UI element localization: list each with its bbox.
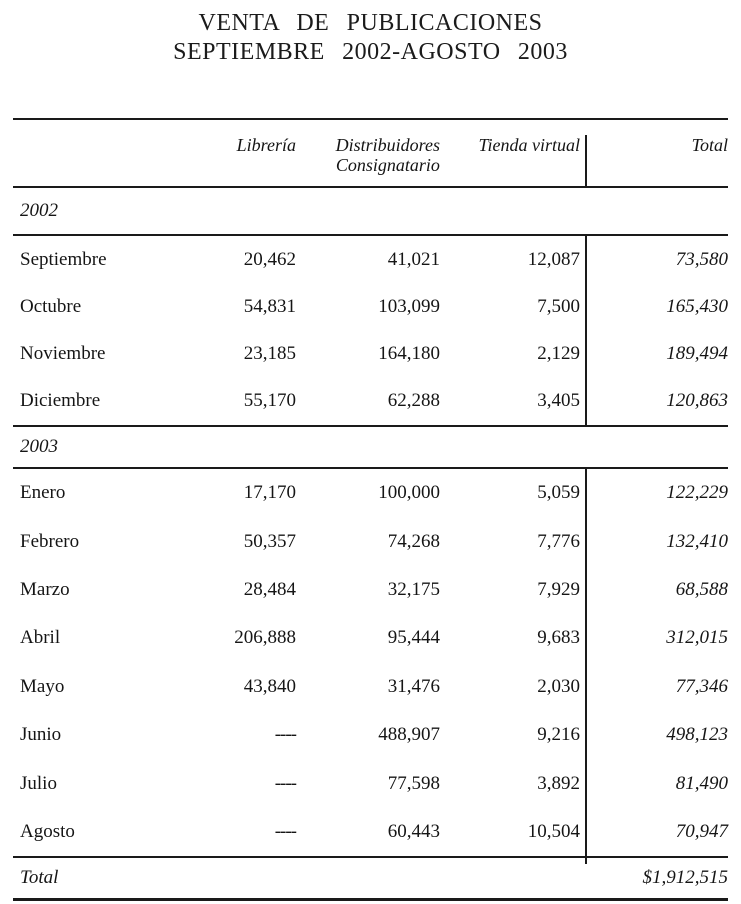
table-row: Agosto ---- 60,443 10,504 70,947 <box>13 807 728 857</box>
tienda-virtual-value: 7,500 <box>537 295 580 317</box>
col-header-total: Total <box>585 135 728 186</box>
libreria-value: 23,185 <box>243 343 296 365</box>
month-cell: Septiembre <box>20 248 107 270</box>
total-value: 312,015 <box>585 614 728 663</box>
total-value: 81,490 <box>585 759 728 808</box>
total-value: 132,410 <box>585 517 728 566</box>
tienda-virtual-value: 5,059 <box>537 482 580 504</box>
sales-table: Librería Distribuidores Consignatario Tie… <box>13 118 729 902</box>
column-rule-stub <box>585 854 587 864</box>
table-header-row: Librería Distribuidores Consignatario Tie… <box>13 118 728 188</box>
rows-group: Septiembre 20,462 41,021 12,087 73,580 Octubr… <box>13 236 728 427</box>
libreria-value: ---- <box>274 772 297 794</box>
year-label: 2002 <box>20 200 58 221</box>
tienda-virtual-value: 9,683 <box>537 627 580 649</box>
distribuidores-value: 60,443 <box>387 820 440 842</box>
tienda-virtual-value: 10,504 <box>527 820 580 842</box>
table-row: Enero 17,170 100,000 5,059 122,229 <box>13 469 728 518</box>
col-header-libreria: Librería <box>236 135 296 155</box>
libreria-value: 206,888 <box>234 627 296 649</box>
table-row: Noviembre 23,185 164,180 2,129 189,494 <box>13 330 728 378</box>
table-row: Diciembre 55,170 62,288 3,405 120,863 <box>13 377 728 425</box>
libreria-value: 20,462 <box>243 248 296 270</box>
table-row: Abril 206,888 95,444 9,683 312,015 <box>13 614 728 663</box>
tienda-virtual-value: 3,892 <box>537 772 580 794</box>
libreria-value: ---- <box>274 820 297 842</box>
total-value: 189,494 <box>585 330 728 378</box>
distribuidores-value: 77,598 <box>387 772 440 794</box>
tienda-virtual-value: 2,030 <box>537 675 580 697</box>
table-row: Octubre 54,831 103,099 7,500 165,430 <box>13 283 728 331</box>
total-value: 70,947 <box>585 807 728 857</box>
distribuidores-value: 41,021 <box>387 248 440 270</box>
distribuidores-value: 31,476 <box>387 675 440 697</box>
libreria-value: 50,357 <box>243 530 296 552</box>
total-value: 498,123 <box>585 710 728 760</box>
grand-total-value: $1,912,515 <box>642 867 729 889</box>
total-value: 165,430 <box>585 283 728 331</box>
tienda-virtual-value: 3,405 <box>537 390 580 412</box>
year-band: 2002 <box>13 188 728 236</box>
distribuidores-value: 488,907 <box>378 724 440 746</box>
libreria-value: 43,840 <box>243 675 296 697</box>
tienda-virtual-value: 12,087 <box>527 248 580 270</box>
col-header-tienda: Tienda virtual <box>478 135 580 155</box>
month-cell: Agosto <box>20 820 75 842</box>
rows-group: Enero 17,170 100,000 5,059 122,229 Febrero 50,… <box>13 469 728 859</box>
distribuidores-value: 74,268 <box>387 530 440 552</box>
month-cell: Abril <box>20 627 61 649</box>
total-value: 77,346 <box>585 662 728 711</box>
month-cell: Octubre <box>20 295 82 317</box>
month-cell: Enero <box>20 482 66 504</box>
page-subtitle: SEPTIEMBRE 2002-AGOSTO 2003 <box>173 39 568 65</box>
tienda-virtual-value: 2,129 <box>537 343 580 365</box>
libreria-value: 28,484 <box>243 578 296 600</box>
distribuidores-value: 103,099 <box>378 295 440 317</box>
col-header-distribuidores-line1: Distribuidores <box>335 135 440 155</box>
title-block: VENTA DE PUBLICACIONES SEPTIEMBRE 2002-A… <box>0 0 741 67</box>
distribuidores-value: 32,175 <box>387 578 440 600</box>
month-cell: Junio <box>20 724 62 746</box>
year-label: 2003 <box>20 436 58 457</box>
month-cell: Noviembre <box>20 343 106 365</box>
table-body: 2002 Septiembre 20,462 41,021 12,087 73,580 Oc… <box>13 188 728 859</box>
distribuidores-value: 95,444 <box>387 627 440 649</box>
distribuidores-value: 62,288 <box>387 390 440 412</box>
tienda-virtual-value: 9,216 <box>537 724 580 746</box>
month-cell: Diciembre <box>20 390 101 412</box>
distribuidores-value: 100,000 <box>378 482 440 504</box>
tienda-virtual-value: 7,776 <box>537 530 580 552</box>
table-row: Febrero 50,357 74,268 7,776 132,410 <box>13 517 728 566</box>
col-header-distribuidores: Distribuidores Consignatario <box>296 135 440 175</box>
grand-total-label: Total <box>20 867 59 889</box>
table-row: Julio ---- 77,598 3,892 81,490 <box>13 759 728 808</box>
total-value: 68,588 <box>585 565 728 615</box>
libreria-value: 55,170 <box>243 390 296 412</box>
total-value: 122,229 <box>585 469 728 518</box>
year-band: 2003 <box>13 427 728 469</box>
total-value: 73,580 <box>585 236 728 284</box>
total-value: 120,863 <box>585 377 728 425</box>
month-cell: Febrero <box>20 530 80 552</box>
table-row: Marzo 28,484 32,175 7,929 68,588 <box>13 565 728 615</box>
table-row: Septiembre 20,462 41,021 12,087 73,580 <box>13 236 728 284</box>
table-footer-row: Total $1,912,515 <box>13 858 729 902</box>
table-row: Mayo 43,840 31,476 2,030 77,346 <box>13 662 728 711</box>
table-row: Junio ---- 488,907 9,216 498,123 <box>13 710 728 760</box>
month-cell: Julio <box>20 772 57 794</box>
libreria-value: ---- <box>274 724 297 746</box>
page-title: VENTA DE PUBLICACIONES <box>198 10 543 36</box>
libreria-value: 17,170 <box>243 482 296 504</box>
tienda-virtual-value: 7,929 <box>537 578 580 600</box>
libreria-value: 54,831 <box>243 295 296 317</box>
month-cell: Marzo <box>20 578 70 600</box>
col-header-distribuidores-line2: Consignatario <box>335 155 440 175</box>
month-cell: Mayo <box>20 675 65 697</box>
distribuidores-value: 164,180 <box>378 343 440 365</box>
